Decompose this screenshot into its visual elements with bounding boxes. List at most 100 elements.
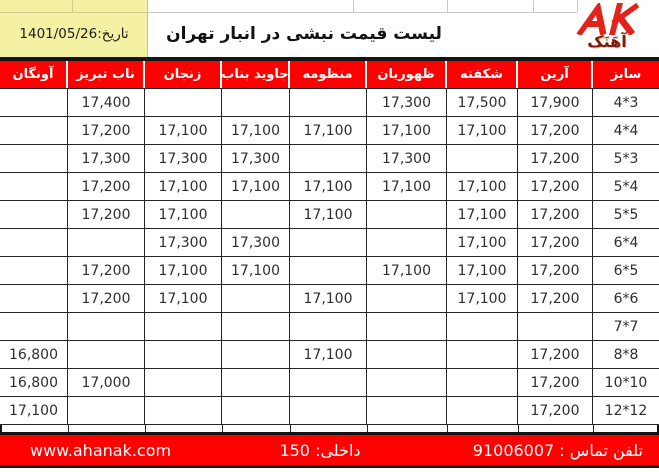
table-cell: 17,100 <box>145 201 222 229</box>
table-cell: 16,800 <box>0 369 68 397</box>
table-cell: 17,100 <box>447 257 518 285</box>
table-cell: 17,100 <box>447 229 518 257</box>
table-cell: 16,800 <box>0 341 68 369</box>
table-cell: 17,100 <box>447 285 518 313</box>
gridline <box>222 424 223 433</box>
table-cell <box>0 145 68 173</box>
logo-text: آهَنَک <box>587 32 627 51</box>
phone-text: تلفن تماس : 91006007 <box>472 440 643 460</box>
table-cell <box>290 89 367 117</box>
table-cell: 17,300 <box>68 145 145 173</box>
gridline <box>533 0 534 12</box>
table-cell: 17,200 <box>518 201 593 229</box>
table-cell <box>222 397 290 425</box>
table-cell: 17,100 <box>290 285 367 313</box>
table-cell: 17,100 <box>290 201 367 229</box>
table-cell <box>145 89 222 117</box>
table-cell: 17,100 <box>145 173 222 201</box>
gridline <box>68 424 69 433</box>
table-cell <box>290 369 367 397</box>
table-cell: 17,200 <box>68 285 145 313</box>
table-top-border <box>0 57 659 61</box>
gridline <box>147 0 148 57</box>
table-cell: 17,300 <box>145 145 222 173</box>
table-cell <box>447 369 518 397</box>
table-cell: 17,100 <box>222 173 290 201</box>
table-cell <box>447 341 518 369</box>
table-cell <box>367 369 447 397</box>
footer-bottom-border <box>0 465 659 468</box>
table-cell: 17,500 <box>447 89 518 117</box>
table-cell <box>145 397 222 425</box>
table-cell <box>0 173 68 201</box>
table-cell: 5*3 <box>593 145 659 173</box>
table-cell <box>145 313 222 341</box>
table-cell: 4*3 <box>593 89 659 117</box>
extension-text: داخلی: 150 <box>279 440 361 460</box>
table-cell: 17,000 <box>68 369 145 397</box>
date-cell: تاریخ:1401/05/26 <box>0 0 148 57</box>
table-cell <box>367 397 447 425</box>
table-cell: 6*4 <box>593 229 659 257</box>
gridline <box>577 0 578 12</box>
table-cell: 17,100 <box>145 285 222 313</box>
gridline <box>447 0 448 12</box>
table-cell <box>0 201 68 229</box>
table-cell <box>0 229 68 257</box>
gridline <box>593 424 594 433</box>
table-cell: 17,300 <box>222 229 290 257</box>
table-cell: 17,100 <box>367 117 447 145</box>
table-cell: 17,200 <box>518 229 593 257</box>
table-cell: 17,100 <box>290 117 367 145</box>
table-cell: 17,100 <box>447 173 518 201</box>
table-cell <box>0 257 68 285</box>
table-cell: 17,100 <box>290 173 367 201</box>
column-header-5: ظهوریان <box>367 61 447 88</box>
page-title: لیست قیمت نبشی در انبار تهران <box>166 24 442 44</box>
column-header-0: آونگان <box>0 61 68 88</box>
ahanak-logo-icon <box>576 3 640 35</box>
table-cell: 17,100 <box>0 397 68 425</box>
footer-top-border <box>0 432 659 435</box>
gridline <box>145 424 146 433</box>
table-cell: 17,200 <box>518 285 593 313</box>
column-header-8: سایز <box>593 61 659 88</box>
table-cell: 17,200 <box>68 201 145 229</box>
table-cell: 10*10 <box>593 369 659 397</box>
gridline <box>0 12 148 13</box>
table-cell <box>68 341 145 369</box>
table-cell: 17,100 <box>222 117 290 145</box>
table-cell <box>0 117 68 145</box>
table-cell <box>367 201 447 229</box>
table-cell: 17,200 <box>518 369 593 397</box>
table-cell: 17,100 <box>222 257 290 285</box>
table-cell: 8*8 <box>593 341 659 369</box>
table-cell <box>290 313 367 341</box>
table-cell: 5*5 <box>593 201 659 229</box>
table-cell <box>222 313 290 341</box>
table-cell <box>222 201 290 229</box>
column-header-7: آرین <box>518 61 593 88</box>
date-text: تاریخ:1401/05/26 <box>19 25 129 42</box>
table-cell: 12*12 <box>593 397 659 425</box>
table-cell: 6*6 <box>593 285 659 313</box>
gridline <box>518 424 519 433</box>
column-header-1: ناب تبریز <box>68 61 145 88</box>
table-cell: 17,400 <box>68 89 145 117</box>
table-cell: 17,200 <box>518 173 593 201</box>
column-header-3: جاوید بناب <box>222 61 290 88</box>
table-cell: 6*5 <box>593 257 659 285</box>
website-link[interactable]: www.ahanak.com <box>30 440 172 460</box>
table-cell: 17,200 <box>518 341 593 369</box>
table-cell: 17,200 <box>518 257 593 285</box>
table-header-row: آونگان ناب تبریز زنجان جاوید بناب منظومه ظهور… <box>0 61 659 88</box>
table-cell: 17,900 <box>518 89 593 117</box>
table-cell: 17,300 <box>367 89 447 117</box>
table-cell <box>68 229 145 257</box>
table-cell <box>222 285 290 313</box>
table-cell <box>68 313 145 341</box>
table-cell: 17,200 <box>518 145 593 173</box>
table-cell <box>222 89 290 117</box>
table-cell <box>447 397 518 425</box>
table-cell <box>367 313 447 341</box>
